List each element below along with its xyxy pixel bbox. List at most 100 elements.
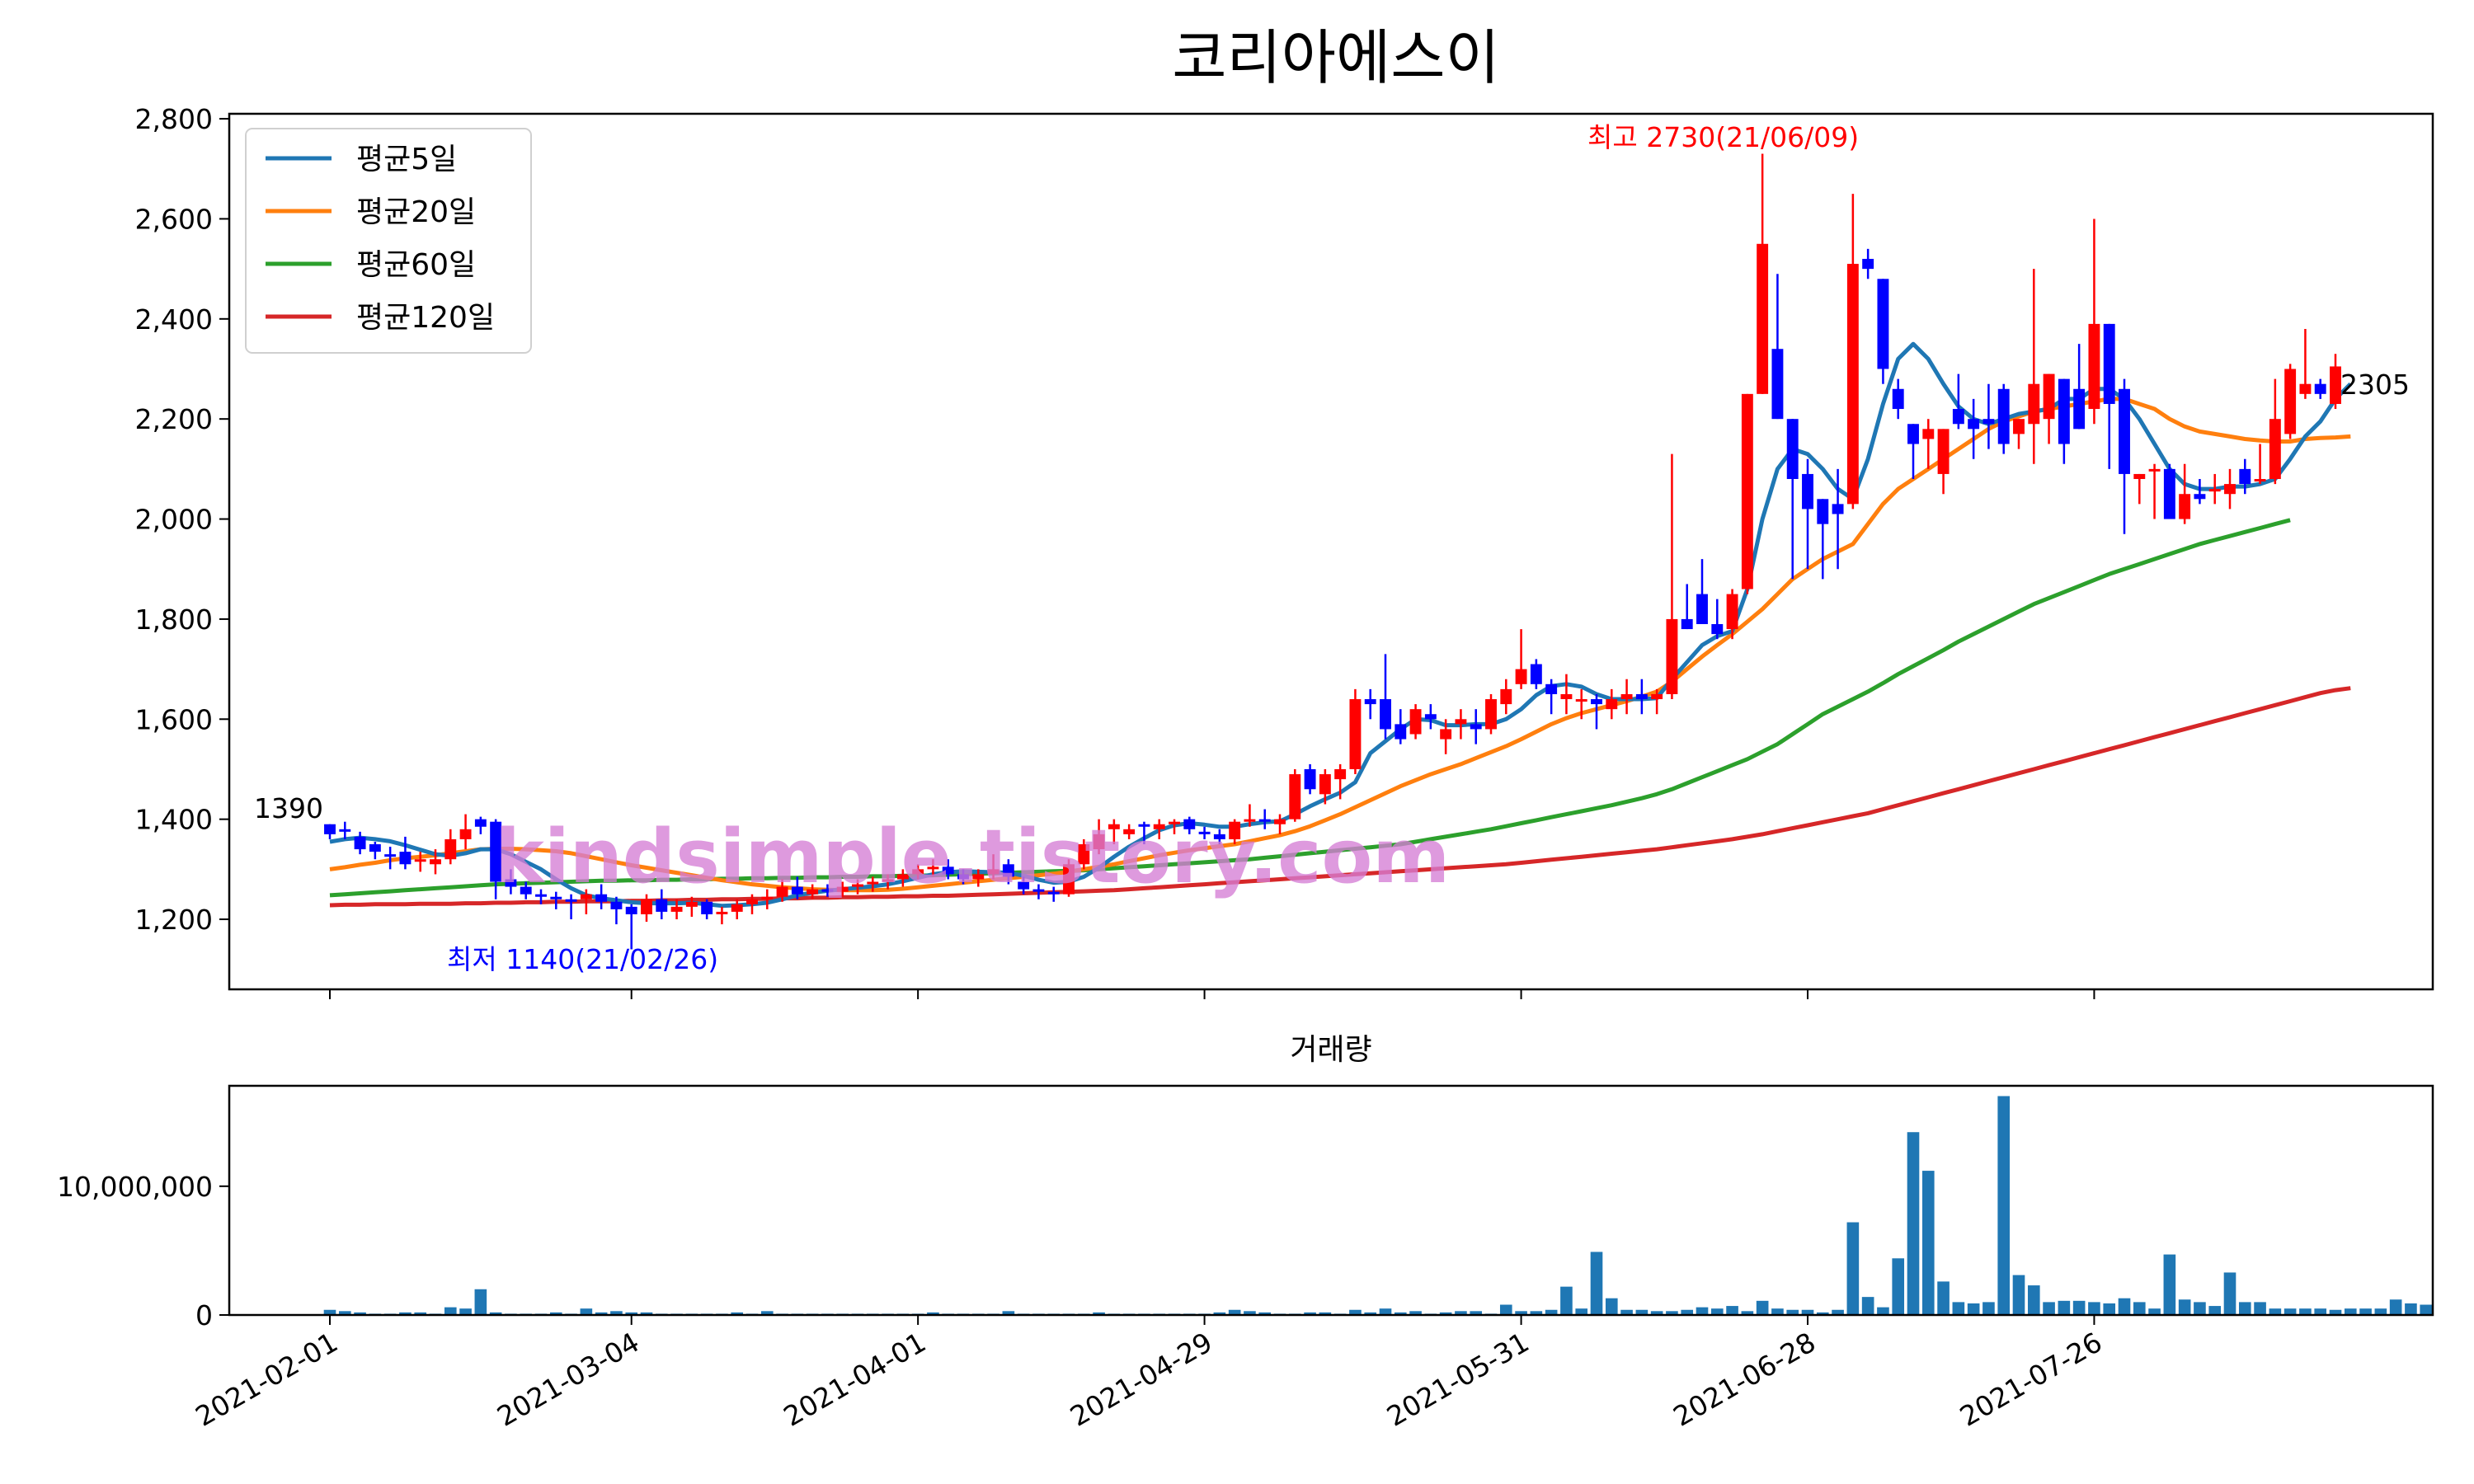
candle-body [1364, 699, 1376, 705]
candle-body [369, 844, 381, 852]
candle-body [1123, 829, 1136, 834]
x-tick-label: 2021-04-29 [1065, 1326, 1218, 1433]
volume-bar [2103, 1303, 2116, 1315]
candle-body [1606, 699, 1618, 710]
candle-body [2239, 468, 2251, 485]
candle-body [444, 838, 457, 860]
price-tick-label: 2,200 [135, 403, 213, 435]
candle-body [867, 881, 879, 885]
candle-body [430, 859, 441, 865]
candle-body [1681, 618, 1693, 630]
volume-bar [1364, 1312, 1377, 1315]
candle-body [1153, 824, 1165, 829]
price-tick-label: 2,600 [135, 203, 213, 235]
price-tick-label: 1,800 [135, 603, 213, 636]
candle-body [836, 886, 849, 892]
volume-bar [1877, 1307, 1889, 1315]
volume-bar [2178, 1299, 2191, 1315]
volume-bar [2359, 1308, 2372, 1315]
candle-body [670, 906, 683, 912]
volume-bar [2058, 1300, 2071, 1315]
price-panel: 1,200 1,400 1,600 1,800 2,000 2,200 2,400 2,600… [135, 103, 2434, 991]
volume-bar [1937, 1281, 1950, 1315]
candle-body [641, 899, 652, 914]
volume-bar [1997, 1096, 2011, 1315]
candle-body [2088, 323, 2100, 410]
candle-body [1485, 699, 1497, 730]
volume-bar [1002, 1311, 1015, 1315]
volume-bar [414, 1312, 427, 1315]
volume-bar [595, 1312, 608, 1315]
candle-body [1862, 258, 1874, 270]
candle-body [1545, 683, 1558, 694]
candle-body [2133, 473, 2146, 480]
volume-plot-frame [228, 1084, 2434, 1317]
volume-bar [489, 1312, 502, 1315]
candle-body [2194, 494, 2206, 500]
volume-bar [1258, 1312, 1272, 1315]
candle-body [1817, 499, 1829, 524]
volume-bar [2269, 1308, 2282, 1315]
volume-bar [2043, 1302, 2055, 1315]
volume-title: 거래량 [1290, 1033, 1371, 1067]
candle-body [1515, 669, 1527, 684]
x-tick-label: 2021-04-01 [778, 1326, 932, 1433]
ma60-line [329, 518, 2291, 898]
candle-body [1711, 623, 1724, 635]
volume-bar [1560, 1286, 1573, 1315]
volume-bar [1726, 1306, 1738, 1315]
candle-body [1424, 714, 1437, 720]
candle-body [1289, 774, 1301, 819]
x-tick-label: 2021-03-04 [492, 1326, 645, 1433]
volume-bar [2420, 1304, 2433, 1315]
candle-body [882, 879, 894, 882]
candle-body [384, 854, 397, 857]
candle-body [1635, 693, 1648, 700]
volume-bar [1771, 1308, 1784, 1315]
candle-body [1651, 693, 1663, 700]
volume-bar [1892, 1258, 1905, 1315]
candle-body [1952, 409, 1964, 425]
price-tick-label: 2,000 [135, 504, 213, 536]
candle-body [414, 859, 426, 862]
candle-body [2028, 383, 2040, 425]
price-tick-label: 1,600 [135, 703, 213, 735]
volume-bar [760, 1311, 774, 1315]
volume-bar [1499, 1304, 1512, 1315]
candle-body [565, 899, 577, 902]
candle-body [1802, 473, 1813, 510]
candle-body [459, 829, 472, 839]
legend-label-ma120: 평균120일 [356, 301, 495, 335]
candle-body [1982, 419, 1995, 425]
candle-body [1892, 388, 1904, 410]
candle-body [2224, 484, 2236, 495]
volume-bar [2238, 1302, 2251, 1315]
candle-body [2058, 378, 2070, 444]
candle-body [2103, 323, 2115, 404]
volume-bar [1666, 1311, 1678, 1315]
candle-body [550, 896, 562, 899]
volume-bar [1379, 1308, 1392, 1315]
volume-bar [2314, 1308, 2327, 1315]
volume-bar [2072, 1300, 2086, 1315]
candle-body [2043, 373, 2055, 420]
candle-body [761, 896, 774, 899]
volume-bar [2223, 1272, 2236, 1315]
candle-body [490, 821, 502, 882]
volume-bar [2088, 1302, 2100, 1315]
candle-body [595, 894, 608, 902]
candle-body [1018, 881, 1030, 890]
volume-bar [1696, 1307, 1709, 1315]
candle-body [656, 899, 668, 912]
annotation-high: 최고 2730(21/06/09) [1587, 121, 1859, 153]
legend: 평균5일 평균20일 평균60일 평균120일 [245, 128, 532, 354]
date-axis: 2021-02-01 2021-03-04 2021-04-01 2021-04-29… [190, 989, 2107, 1433]
candle-body [2254, 479, 2266, 482]
candle-body [474, 819, 487, 827]
candle-body [2163, 468, 2175, 519]
candle-body [1997, 388, 2010, 444]
volume-tick-label: 10,000,000 [57, 1171, 213, 1203]
x-tick-label: 2021-02-01 [190, 1326, 343, 1433]
candle-body [957, 874, 969, 880]
